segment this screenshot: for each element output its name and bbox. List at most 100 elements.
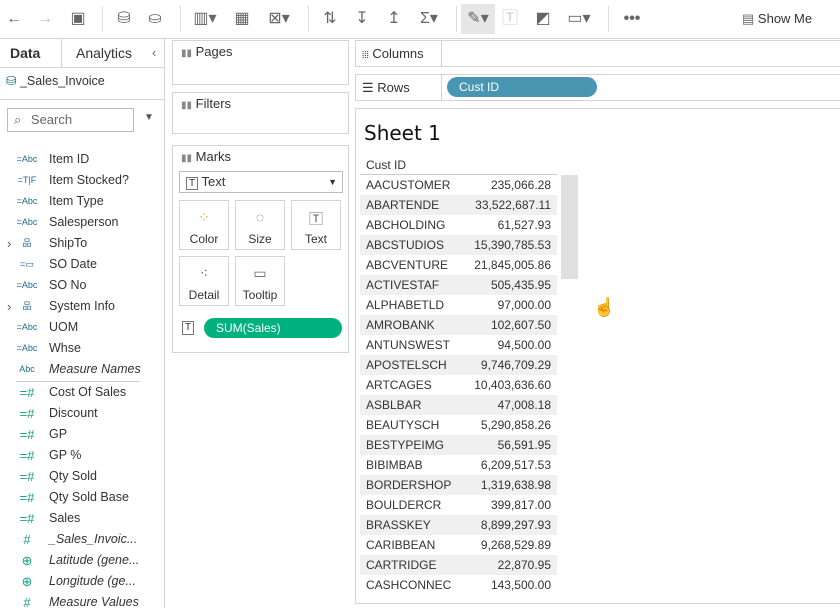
text-button[interactable]: 🅃 Text [291,200,341,250]
field-measure[interactable]: ⊕ Longitude (ge... [0,571,165,592]
field-dimension[interactable]: › 品 ShipTo [0,233,165,254]
datasource-icon[interactable]: ⛀ [148,10,162,27]
save-icon[interactable]: ▣ [70,10,86,27]
back-icon[interactable]: ← [6,10,22,27]
more-icon[interactable]: ••• [623,10,641,27]
table-row[interactable]: ABCSTUDIOS 15,390,785.53 [360,235,557,255]
field-measure[interactable]: =# Qty Sold [0,466,165,487]
field-dimension[interactable]: =Abc Item ID [0,149,165,170]
table-row[interactable]: BORDERSHOP 1,319,638.98 [360,475,557,495]
new-datasource-icon[interactable]: ⛁ [117,10,131,27]
search-input[interactable]: ⌕ Search [7,108,134,132]
field-dimension[interactable]: =Abc Whse [0,338,165,359]
sales-cell: 143,500.00 [490,578,551,592]
sales-cell: 22,870.95 [497,558,551,572]
table-row[interactable]: ASBLBAR 47,008.18 [360,395,557,415]
sales-cell: 399,817.00 [490,498,551,512]
field-dimension[interactable]: =Abc Salesperson [0,212,165,233]
table-row[interactable]: ANTUNSWEST 94,500.00 [360,335,557,355]
field-measure[interactable]: =# Sales [0,508,165,529]
field-dimension[interactable]: =▭ SO Date [0,254,165,275]
collapse-icon[interactable]: ‹ [152,45,157,60]
table-row[interactable]: BRASSKEY 8,899,297.93 [360,515,557,535]
sort-ascending-icon[interactable]: ↧ [355,10,369,27]
expand-chevron-icon[interactable]: › [7,299,12,314]
scrollbar-thumb[interactable] [561,175,578,279]
table-row[interactable]: AMROBANK 102,607.50 [360,315,557,335]
field-measure[interactable]: ⊕ Latitude (gene... [0,550,165,571]
detail-button[interactable]: ⁖ Detail [179,256,229,306]
field-dimension[interactable]: =Abc SO No [0,275,165,296]
size-button[interactable]: ◌ Size [235,200,285,250]
duplicate-icon[interactable]: ▦ [234,10,250,27]
sort-descending-icon[interactable]: ↥ [387,10,401,27]
field-measure[interactable]: =# Qty Sold Base [0,487,165,508]
table-row[interactable]: CASHCONNEC 143,500.00 [360,575,557,595]
text-mark-icon: T [186,177,199,190]
sum-sales-pill[interactable]: SUM(Sales) [204,318,342,338]
field-dimension[interactable]: =T|F Item Stocked? [0,170,165,191]
sales-cell: 47,008.18 [497,398,551,412]
show-me-button[interactable]: ▤ Show Me [742,11,813,26]
cursor-hand-icon: ☝ [593,297,616,317]
table-row[interactable]: ACTIVESTAF 505,435.95 [360,275,557,295]
cust-id-cell: ABCVENTURE [366,258,449,272]
string-icon: =Abc [16,280,38,290]
columns-shelf[interactable]: ⦙⦙⦙ Columns [355,40,840,67]
sales-cell: 94,500.00 [497,338,551,352]
new-worksheet-icon[interactable]: ▥▾ [193,10,217,27]
shelf-icon: ▮▮ [181,48,193,59]
column-header-cust-id[interactable]: Cust ID [366,158,407,172]
rows-shelf[interactable]: ☰ Rows Cust ID [355,74,840,101]
datasource-item[interactable]: ⛁ _Sales_Invoice [6,74,105,88]
table-row[interactable]: ARTCAGES 10,403,636.60 [360,375,557,395]
table-row[interactable]: CARIBBEAN 9,268,529.89 [360,535,557,555]
table-row[interactable]: AACUSTOMER 235,066.28 [360,175,557,195]
field-dimension[interactable]: Abc Measure Names [0,359,165,380]
table-row[interactable]: ABCHOLDING 61,527.93 [360,215,557,235]
field-measure[interactable]: =# Cost Of Sales [0,382,165,403]
date-icon: =▭ [20,259,34,269]
highlight-icon[interactable]: ✎▾ [461,4,495,34]
annotate-icon[interactable]: ◩ [535,10,551,27]
table-row[interactable]: BEAUTYSCH 5,290,858.26 [360,415,557,435]
field-measure[interactable]: =# GP [0,424,165,445]
field-measure[interactable]: # Measure Values [0,592,165,613]
field-measure[interactable]: # _Sales_Invoic... [0,529,165,550]
swap-icon[interactable]: ⇅ [323,10,337,27]
expand-chevron-icon[interactable]: › [7,236,12,251]
table-row[interactable]: BOULDERCR 399,817.00 [360,495,557,515]
field-dimension[interactable]: =Abc UOM [0,317,165,338]
table-row[interactable]: ABCVENTURE 21,845,005.86 [360,255,557,275]
table-row[interactable]: BIBIMBAB 6,209,517.53 [360,455,557,475]
cust-id-cell: CARTRIDGE [366,558,437,572]
totals-icon[interactable]: Σ▾ [420,10,438,27]
filters-card[interactable]: ▮▮ Filters [172,92,349,134]
table-row[interactable]: BESTYPEIMG 56,591.95 [360,435,557,455]
table-row[interactable]: ABARTENDE 33,522,687.11 [360,195,557,215]
cust-id-pill[interactable]: Cust ID [447,77,597,97]
table-row[interactable]: APOSTELSCH 9,746,709.29 [360,355,557,375]
string-icon: =Abc [16,322,38,332]
search-options-chevron-icon[interactable]: ▼ [144,112,154,123]
tooltip-button[interactable]: ▭ Tooltip [235,256,285,306]
labels-icon[interactable]: 🅃 [501,10,518,27]
field-measure[interactable]: =# GP % [0,445,165,466]
color-button[interactable]: ⁘ Color [179,200,229,250]
tab-data[interactable]: Data [0,39,62,67]
shelf-icon: ▮▮ [181,153,193,164]
worksheet-view: Sheet 1 Cust ID AACUSTOMER 235,066.28 ABAR… [355,108,840,604]
table-row[interactable]: CARTRIDGE 22,870.95 [360,555,557,575]
field-dimension[interactable]: › 品 System Info [0,296,165,317]
mark-type-dropdown[interactable]: T Text ▼ [179,171,343,193]
field-dimension[interactable]: =Abc Item Type [0,191,165,212]
pages-card[interactable]: ▮▮ Pages [172,40,349,85]
tab-analytics[interactable]: Analytics [76,45,133,61]
table-row[interactable]: ALPHABETLD 97,000.00 [360,295,557,315]
fit-icon[interactable]: ▭▾ [567,10,591,27]
forward-icon[interactable]: → [37,10,53,27]
number-icon: =# [19,511,35,526]
color-icon: ⁘ [198,209,210,225]
clear-sheet-icon[interactable]: ⊠▾ [268,10,290,27]
field-measure[interactable]: =# Discount [0,403,165,424]
